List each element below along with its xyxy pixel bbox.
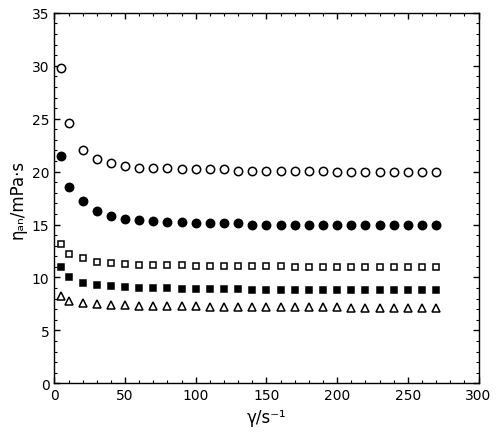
X-axis label: γ/s⁻¹: γ/s⁻¹ <box>246 408 286 426</box>
Y-axis label: ηₐₙ/mPa·s: ηₐₙ/mPa·s <box>8 159 26 238</box>
